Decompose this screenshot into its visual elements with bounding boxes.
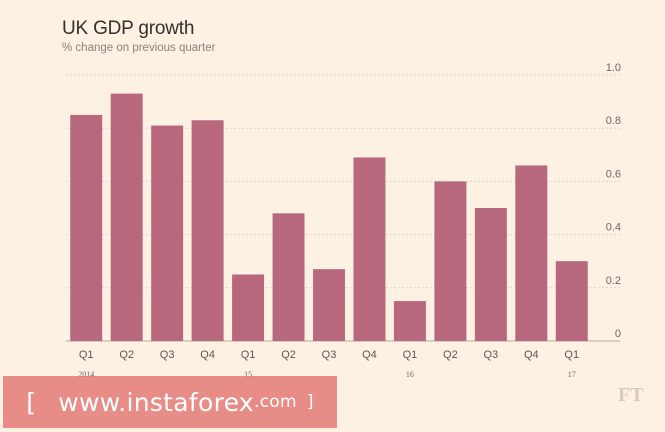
bar — [232, 274, 265, 341]
chart-title: UK GDP growth — [62, 18, 195, 39]
x-tick-label: Q2 — [281, 349, 296, 361]
y-tick-label: 0.2 — [606, 275, 621, 287]
x-tick-label: Q3 — [160, 349, 175, 361]
x-year-label: 2014 — [78, 370, 94, 379]
watermark-banner: [ www.instaforex .com ] — [3, 376, 337, 428]
bar — [272, 213, 305, 341]
bar — [151, 125, 184, 341]
watermark-bracket-left: [ — [26, 387, 37, 417]
bar — [313, 269, 345, 341]
x-tick-label: Q1 — [403, 349, 418, 361]
watermark-bracket-right: ] — [306, 392, 314, 412]
bar — [515, 165, 548, 341]
bar — [70, 114, 103, 342]
x-tick-label: Q3 — [484, 349, 499, 361]
x-tick-label: Q3 — [322, 349, 337, 361]
bar — [434, 181, 467, 341]
x-tick-label: Q1 — [241, 349, 256, 361]
x-tick-label: Q4 — [524, 349, 539, 361]
watermark-url: www.instaforex — [58, 387, 254, 417]
x-year-label: 16 — [406, 370, 414, 379]
x-tick-label: Q4 — [362, 349, 377, 361]
y-tick-label: 1.0 — [606, 62, 621, 74]
y-tick-label: 0.4 — [606, 222, 621, 234]
x-tick-label: Q2 — [443, 349, 458, 361]
watermark-url-tld: .com — [253, 392, 297, 412]
bar — [353, 157, 386, 341]
bar — [110, 93, 143, 342]
chart-subtitle: % change on previous quarter — [62, 42, 216, 54]
x-tick-label: Q1 — [564, 349, 579, 361]
y-tick-label: 0 — [615, 328, 621, 340]
x-tick-label: Q1 — [79, 349, 94, 361]
ft-logo: FT — [618, 384, 644, 406]
x-year-label: 15 — [244, 370, 252, 379]
y-tick-label: 0.8 — [606, 115, 621, 127]
bar — [393, 301, 426, 341]
bar — [191, 120, 224, 341]
bar — [555, 261, 588, 341]
bar — [474, 208, 507, 341]
x-tick-label: Q2 — [119, 349, 134, 361]
x-year-label: 17 — [568, 370, 576, 379]
y-tick-label: 0.6 — [606, 168, 621, 180]
x-tick-label: Q4 — [200, 349, 215, 361]
